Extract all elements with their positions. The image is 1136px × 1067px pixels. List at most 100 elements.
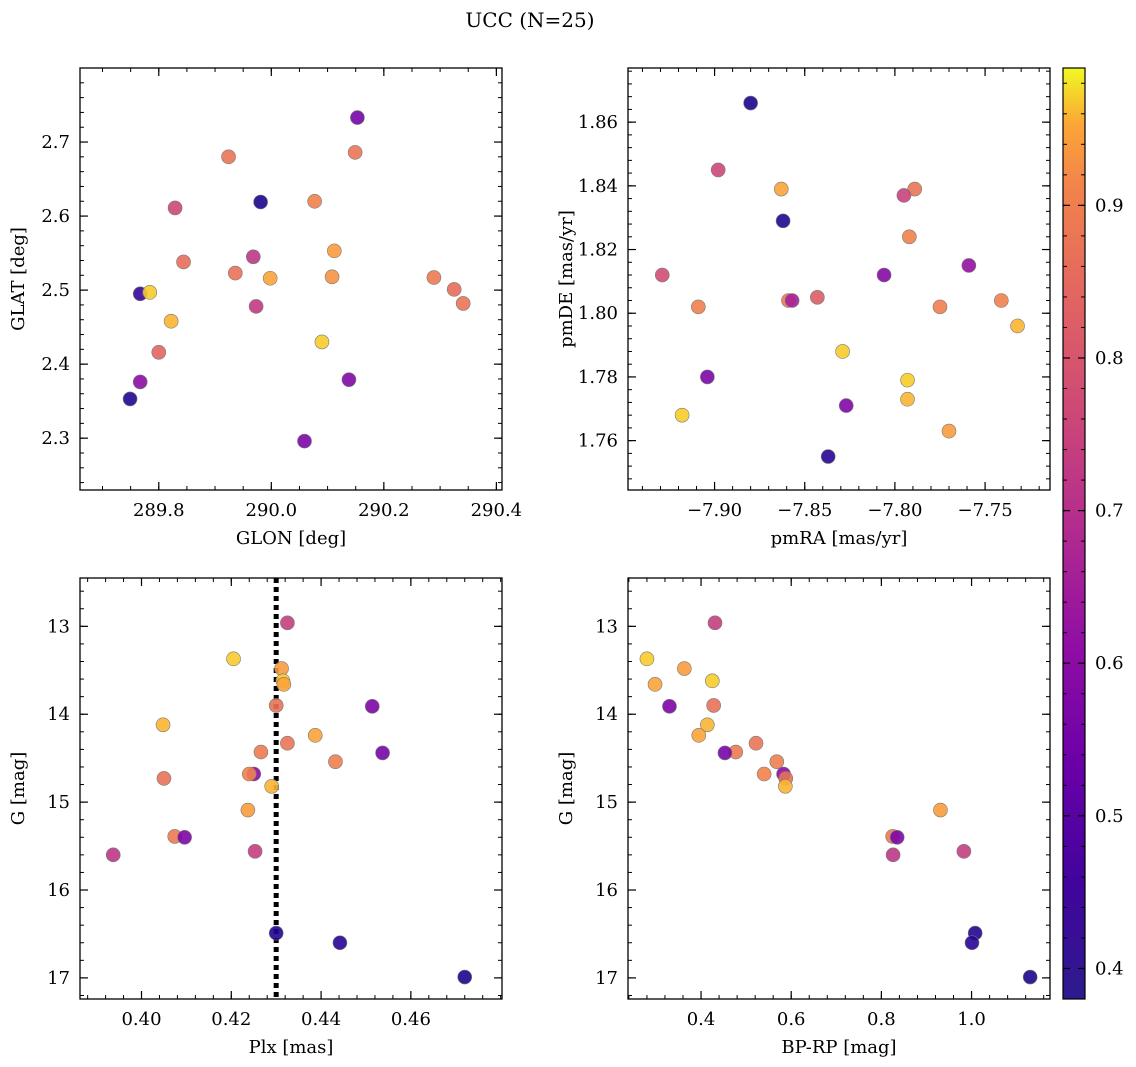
scatter-point	[705, 673, 720, 689]
y-tick-label: 16	[595, 880, 618, 901]
scatter-point	[167, 200, 183, 216]
y-tick-label: 14	[47, 704, 70, 725]
scatter-point	[327, 243, 342, 259]
scatter-point	[105, 847, 121, 863]
scatter-point	[347, 145, 363, 160]
y-axis-label: GLAT [deg]	[8, 227, 29, 331]
x-tick-label: 0.42	[211, 1009, 251, 1030]
y-tick-label: 17	[595, 968, 618, 989]
panel-glon-glat: 289.8 290.0 290.2 290.4 2.3 2.4 2.5 2.6 2.7 GLON …	[8, 67, 523, 549]
x-tick-label: 0.46	[391, 1009, 431, 1030]
scatter-point	[248, 299, 264, 314]
colorbar-tick-label: 0.4	[1095, 958, 1124, 979]
scatter-point	[241, 766, 257, 782]
colorbar-tick-label: 0.6	[1095, 653, 1124, 674]
y-tick-label: 2.4	[41, 354, 70, 375]
scatter-point	[810, 290, 825, 305]
scatter-point	[227, 265, 243, 281]
colorbar-tick-label: 0.9	[1095, 195, 1124, 216]
y-axis-label: pmDE [mas/yr]	[556, 210, 577, 348]
scatter-point	[280, 615, 295, 631]
y-tick-label: 17	[47, 968, 70, 989]
scatter-point	[155, 717, 171, 733]
scatter-point	[889, 829, 905, 845]
scatter-point	[221, 149, 236, 165]
y-tick-label: 13	[595, 616, 618, 637]
scatter-point	[838, 398, 854, 413]
scatter-point	[1022, 969, 1038, 985]
scatter-point	[268, 698, 284, 713]
colorbar-gradient	[1062, 67, 1086, 1000]
figure-title: UCC (N=25)	[465, 8, 594, 32]
scatter-point	[276, 677, 292, 692]
x-axis-label: pmRA [mas/yr]	[771, 528, 908, 549]
scatter-point	[964, 935, 980, 951]
scatter-point	[457, 969, 473, 985]
y-tick-label: 2.7	[41, 132, 70, 153]
colorbar: 0.4 0.5 0.6 0.7 0.8 0.9	[1062, 67, 1124, 1000]
y-tick-label: 15	[595, 792, 618, 813]
scatter-point	[994, 293, 1009, 308]
scatter-point	[756, 766, 772, 782]
colorbar-tick-label: 0.8	[1095, 348, 1124, 369]
scatter-point	[455, 296, 471, 311]
scatter-point	[314, 334, 330, 350]
scatter-point	[773, 181, 789, 197]
plot-frame	[79, 577, 503, 1000]
y-axis-label: G [mag]	[8, 752, 29, 825]
scatter-point	[264, 779, 279, 794]
scatter-point	[262, 270, 278, 286]
x-tick-label: 0.4	[687, 1009, 716, 1030]
y-tick-label: 16	[47, 880, 70, 901]
scatter-point	[246, 249, 261, 265]
x-axis-label: BP-RP [mag]	[781, 1037, 896, 1058]
scatter-point	[933, 802, 948, 818]
scatter-point	[885, 847, 901, 863]
x-tick-label: −7.80	[867, 500, 922, 521]
x-axis-label: Plx [mas]	[249, 1037, 334, 1058]
y-tick-label: 2.5	[41, 280, 70, 301]
scatter-point	[691, 299, 706, 315]
x-tick-label: 0.40	[121, 1009, 161, 1030]
y-tick-label: 15	[47, 792, 70, 813]
scatter-point	[332, 935, 348, 951]
scatter-point	[907, 181, 923, 197]
scatter-point	[717, 745, 733, 761]
x-tick-label: 0.6	[777, 1009, 806, 1030]
scatter-point	[253, 744, 269, 760]
x-tick-label: 290.0	[246, 500, 298, 521]
y-tick-label: 1.84	[578, 176, 618, 197]
scatter-point	[778, 779, 793, 794]
scatter-point	[706, 698, 721, 713]
x-tick-label: −7.90	[687, 500, 742, 521]
x-axis-label: GLON [deg]	[236, 528, 346, 549]
y-tick-label: 1.76	[578, 431, 618, 452]
scatter-point	[710, 162, 726, 178]
scatter-point	[226, 651, 241, 667]
scatter-point	[280, 735, 295, 751]
scatter-point	[307, 728, 323, 743]
scatter-point	[707, 615, 723, 631]
scatter-point	[835, 344, 850, 359]
x-tick-label: 290.4	[471, 500, 523, 521]
scatter-point	[961, 258, 977, 273]
scatter-point	[902, 229, 917, 245]
scatter-point	[324, 269, 340, 285]
scatter-point	[700, 369, 715, 385]
scatter-point	[132, 374, 148, 390]
scatter-point	[1010, 318, 1025, 334]
x-tick-label: 290.2	[358, 500, 410, 521]
panel-pmra-pmde: −7.90 −7.85 −7.80 −7.75 1.76 1.78 1.80 1.82 1.84…	[556, 67, 1051, 549]
scatter-point	[639, 651, 655, 667]
scatter-point	[307, 193, 322, 209]
scatter-point	[375, 745, 390, 761]
scatter-point	[274, 661, 289, 676]
scatter-point	[268, 925, 284, 941]
x-tick-label: −7.85	[777, 500, 832, 521]
x-tick-label: 1.0	[957, 1009, 986, 1030]
scatter-point	[941, 423, 957, 439]
scatter-point	[700, 717, 715, 733]
colorbar-tick-label: 0.5	[1095, 806, 1124, 827]
scatter-point	[662, 699, 677, 714]
panel-plx-g: 0.40 0.42 0.44 0.46 13 14 15 16 17 Plx [mas] G [ma…	[8, 577, 503, 1058]
